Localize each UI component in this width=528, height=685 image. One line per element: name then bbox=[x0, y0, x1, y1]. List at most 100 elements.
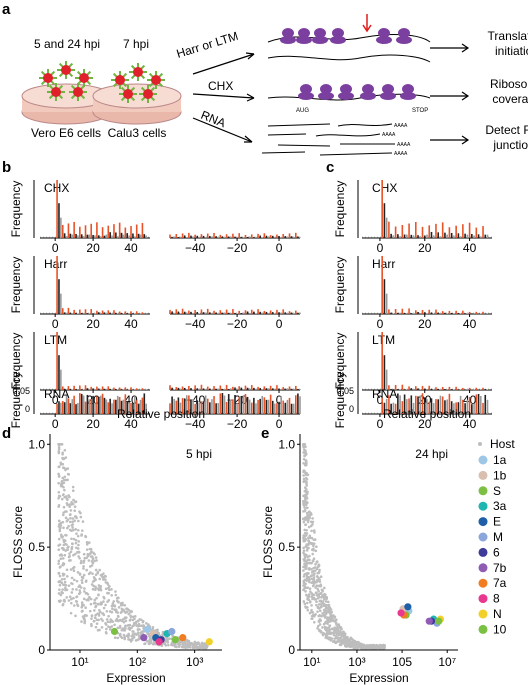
point-M bbox=[168, 627, 176, 636]
legend-swatch-8 bbox=[478, 594, 488, 604]
host-point bbox=[71, 517, 75, 520]
bar-mark bbox=[255, 236, 257, 238]
host-point bbox=[130, 638, 134, 642]
bar-mark bbox=[84, 385, 87, 390]
bar-mark bbox=[448, 227, 451, 238]
scatter-d: 0 0.5 1.0 10¹ 10² 10³ Expression FLOSS score 5 h… bbox=[11, 434, 222, 685]
legend-label-1b: 1b bbox=[493, 468, 507, 482]
bar-mark bbox=[109, 232, 111, 238]
bar-mark bbox=[394, 403, 397, 414]
host-point bbox=[93, 559, 96, 563]
bar-mark bbox=[77, 389, 79, 390]
host-point bbox=[315, 580, 318, 584]
host-point bbox=[92, 602, 96, 605]
host-point bbox=[104, 578, 107, 581]
host-point bbox=[94, 568, 98, 572]
host-point bbox=[302, 558, 306, 561]
bar-mark bbox=[430, 388, 433, 390]
bar-mark bbox=[263, 397, 266, 414]
bar-mark bbox=[286, 399, 289, 414]
legend-swatch-7a bbox=[478, 578, 488, 588]
bar-mark bbox=[122, 313, 125, 314]
host-point bbox=[200, 644, 204, 647]
bar-mark bbox=[103, 397, 106, 414]
tick-label: 0 bbox=[52, 241, 59, 255]
host-point bbox=[304, 518, 307, 522]
host-point bbox=[326, 626, 330, 630]
bar-mark bbox=[107, 225, 110, 238]
stop-codon-label: STOP bbox=[412, 108, 428, 114]
bar-mark bbox=[255, 388, 257, 390]
panel-letter-a: a bbox=[2, 1, 11, 18]
bar-mark bbox=[444, 400, 446, 414]
host-point bbox=[57, 465, 61, 469]
tick-label: −20 bbox=[227, 417, 248, 431]
bar-mark bbox=[56, 403, 58, 414]
bar-mark bbox=[61, 224, 64, 238]
host-point bbox=[302, 517, 305, 520]
host-point bbox=[321, 612, 324, 615]
bar-mark bbox=[401, 225, 404, 238]
host-point bbox=[318, 599, 322, 603]
host-point bbox=[305, 572, 308, 575]
ribosome-icon bbox=[360, 92, 376, 100]
host-point bbox=[85, 543, 89, 546]
bar-mark bbox=[134, 313, 136, 314]
bar-mark bbox=[381, 256, 383, 314]
host-point bbox=[105, 627, 108, 631]
bar-mark bbox=[124, 311, 127, 314]
tick-label: 0 bbox=[52, 417, 59, 431]
bar-mark bbox=[79, 226, 81, 238]
host-point bbox=[128, 638, 131, 641]
bar-mark bbox=[84, 309, 87, 314]
bar-mark bbox=[455, 310, 457, 314]
host-point bbox=[131, 615, 135, 619]
bar-mark bbox=[299, 389, 301, 390]
tick-label: 20 bbox=[86, 317, 100, 331]
tick-label: 0 bbox=[52, 393, 59, 407]
bar-mark bbox=[468, 222, 471, 238]
host-point bbox=[339, 640, 342, 644]
host-point bbox=[312, 538, 316, 541]
ribosome-icon bbox=[318, 92, 334, 100]
host-point bbox=[61, 602, 65, 606]
host-point bbox=[99, 586, 102, 590]
host-point bbox=[65, 519, 69, 523]
host-point bbox=[84, 579, 88, 582]
bar-mark bbox=[392, 388, 395, 390]
bar-mark bbox=[63, 233, 66, 238]
bar-mark bbox=[299, 312, 301, 314]
bar-mark bbox=[169, 403, 171, 414]
ribosome-icon bbox=[400, 92, 416, 100]
ytick-label: 0 bbox=[38, 643, 45, 657]
host-point bbox=[119, 632, 122, 636]
bar-mark bbox=[238, 310, 240, 314]
ylabel: Frequency bbox=[9, 181, 23, 238]
host-point bbox=[118, 619, 121, 622]
xtick-label: 10³ bbox=[348, 655, 365, 669]
bar-mark bbox=[99, 389, 102, 390]
row-label: LTM bbox=[372, 333, 395, 347]
host-point bbox=[139, 618, 143, 622]
bar-mark bbox=[198, 313, 201, 314]
host-point bbox=[97, 588, 101, 592]
tick-label: 20 bbox=[418, 417, 432, 431]
arrow-label-chx: CHX bbox=[208, 79, 233, 93]
bar-mark bbox=[390, 403, 392, 414]
host-point bbox=[64, 467, 68, 471]
host-point bbox=[57, 494, 61, 498]
bar-mark bbox=[468, 387, 471, 390]
tick-label: 40 bbox=[124, 241, 138, 255]
bar-mark bbox=[111, 389, 113, 390]
host-point bbox=[89, 571, 92, 574]
bar-mark bbox=[103, 312, 106, 314]
host-point bbox=[325, 636, 328, 640]
bar-mark bbox=[412, 313, 415, 314]
bar-mark bbox=[421, 385, 424, 390]
host-point bbox=[59, 593, 63, 597]
bar-mark bbox=[223, 237, 226, 238]
bar-mark bbox=[292, 388, 295, 390]
bar-mark bbox=[234, 312, 236, 314]
bar-mark bbox=[94, 389, 96, 390]
panel-letter-e: e bbox=[261, 425, 269, 442]
